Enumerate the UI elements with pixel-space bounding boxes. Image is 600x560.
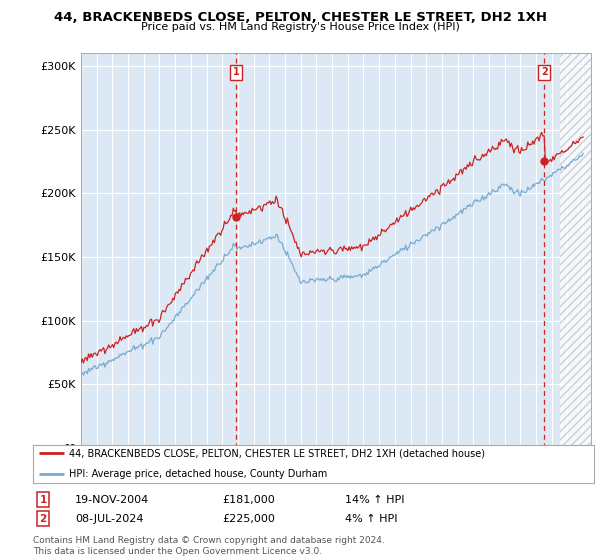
Bar <box>560 40 599 448</box>
Text: Price paid vs. HM Land Registry's House Price Index (HPI): Price paid vs. HM Land Registry's House … <box>140 22 460 32</box>
Text: 4% ↑ HPI: 4% ↑ HPI <box>345 514 398 524</box>
Text: 2: 2 <box>40 514 47 524</box>
Text: 44, BRACKENBEDS CLOSE, PELTON, CHESTER LE STREET, DH2 1XH (detached house): 44, BRACKENBEDS CLOSE, PELTON, CHESTER L… <box>70 448 485 458</box>
Text: 08-JUL-2024: 08-JUL-2024 <box>75 514 143 524</box>
Text: 44, BRACKENBEDS CLOSE, PELTON, CHESTER LE STREET, DH2 1XH: 44, BRACKENBEDS CLOSE, PELTON, CHESTER L… <box>53 11 547 24</box>
Text: HPI: Average price, detached house, County Durham: HPI: Average price, detached house, Coun… <box>70 469 328 479</box>
Text: £181,000: £181,000 <box>222 494 275 505</box>
Text: 1: 1 <box>233 67 239 77</box>
Text: 19-NOV-2004: 19-NOV-2004 <box>75 494 149 505</box>
Text: 14% ↑ HPI: 14% ↑ HPI <box>345 494 404 505</box>
Text: 1: 1 <box>40 494 47 505</box>
Text: 2: 2 <box>541 67 548 77</box>
Text: £225,000: £225,000 <box>222 514 275 524</box>
Text: Contains HM Land Registry data © Crown copyright and database right 2024.
This d: Contains HM Land Registry data © Crown c… <box>33 536 385 556</box>
